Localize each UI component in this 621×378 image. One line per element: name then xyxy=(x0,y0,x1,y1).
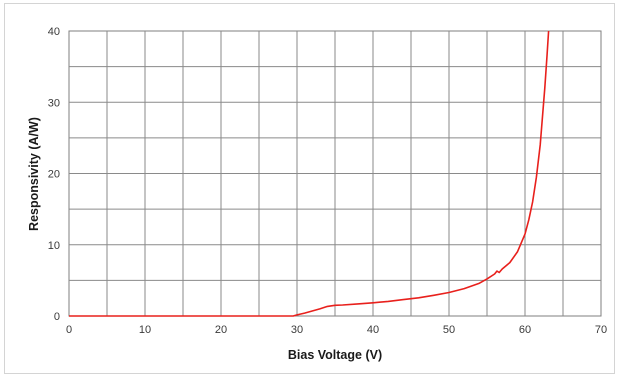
x-tick-label: 40 xyxy=(367,324,379,336)
x-tick-label: 70 xyxy=(595,324,607,336)
y-tick-label: 10 xyxy=(48,240,60,252)
y-axis-title: Responsivity (A/W) xyxy=(27,117,41,231)
y-tick-label: 0 xyxy=(54,311,60,323)
y-tick-labels: 0 10 20 30 40 xyxy=(48,26,60,323)
x-tick-label: 10 xyxy=(139,324,151,336)
x-tick-label: 30 xyxy=(291,324,303,336)
x-tick-label: 50 xyxy=(443,324,455,336)
series-line-responsivity xyxy=(69,30,550,317)
x-tick-label: 0 xyxy=(66,324,72,336)
y-tick-label: 30 xyxy=(48,97,60,109)
y-tick-label: 20 xyxy=(48,169,60,181)
x-axis-title: Bias Voltage (V) xyxy=(288,348,382,362)
y-tick-label: 40 xyxy=(48,26,60,38)
series-layer xyxy=(69,30,550,317)
x-tick-label: 20 xyxy=(215,324,227,336)
x-tick-label: 60 xyxy=(519,324,531,336)
x-tick-labels: 0 10 20 30 40 50 60 70 xyxy=(66,324,607,336)
horizontal-gridlines xyxy=(69,66,601,281)
